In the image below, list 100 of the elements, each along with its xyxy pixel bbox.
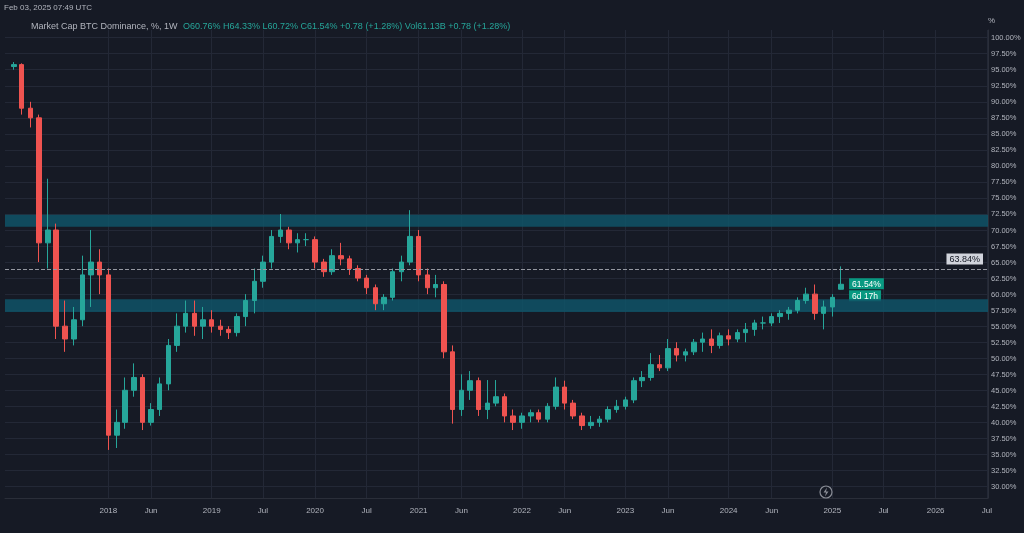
x-tick-label: 2023 bbox=[616, 505, 635, 515]
candlestick bbox=[812, 284, 818, 321]
x-tick-label: Jun bbox=[661, 505, 675, 515]
candlestick bbox=[700, 332, 705, 353]
candlestick bbox=[579, 412, 585, 431]
candlestick bbox=[597, 415, 602, 428]
candlestick bbox=[570, 399, 576, 420]
ref-line-label: 63.84% bbox=[949, 254, 980, 265]
x-tick-label: 2026 bbox=[926, 505, 946, 515]
candlestick bbox=[28, 101, 33, 128]
candlestick bbox=[364, 274, 369, 295]
candlestick bbox=[416, 229, 421, 282]
candlestick bbox=[562, 380, 567, 411]
candlestick bbox=[605, 405, 611, 423]
candlestick bbox=[838, 265, 844, 291]
candlestick bbox=[226, 325, 231, 340]
candlestick bbox=[441, 280, 447, 359]
candlestick bbox=[140, 373, 145, 431]
x-tick-label: 2022 bbox=[513, 505, 532, 515]
candlestick bbox=[407, 209, 413, 266]
candlestick bbox=[399, 255, 404, 282]
candlestick bbox=[355, 264, 361, 282]
candlestick bbox=[760, 316, 766, 330]
candlestick bbox=[148, 402, 154, 427]
candlestick bbox=[830, 293, 835, 318]
candlestick bbox=[45, 178, 51, 269]
candlestick bbox=[183, 300, 188, 334]
candlestick bbox=[752, 319, 757, 337]
chart-subtitle: O60.76% H64.33% L60.72% C61.54% +0.78 (+1.28%) Vol61.13B +0.78 (+1.28%) bbox=[183, 20, 511, 31]
candlestick bbox=[80, 255, 85, 327]
candlestick bbox=[174, 312, 180, 353]
candlestick bbox=[260, 255, 266, 289]
candlestick bbox=[743, 322, 748, 343]
candlestick bbox=[286, 226, 292, 250]
candlestick bbox=[200, 306, 206, 340]
x-tick-label: Jun bbox=[144, 505, 158, 515]
x-tick-label: Jul bbox=[878, 505, 889, 515]
y-axis-title: % bbox=[988, 15, 996, 25]
candlestick bbox=[735, 328, 740, 343]
candlestick bbox=[329, 248, 335, 276]
candlestick bbox=[502, 393, 507, 423]
candlestick bbox=[88, 229, 94, 308]
candlestick bbox=[269, 229, 274, 269]
x-tick-label: Jun bbox=[765, 505, 779, 515]
candlestick bbox=[19, 62, 24, 116]
candlestick bbox=[425, 267, 430, 295]
candlestick bbox=[209, 309, 214, 334]
candlestick bbox=[639, 370, 645, 388]
candlestick bbox=[683, 348, 688, 362]
candlestick bbox=[338, 242, 344, 266]
candlestick bbox=[347, 255, 352, 276]
candlestick bbox=[786, 306, 792, 321]
candlestick bbox=[648, 352, 654, 382]
x-tick-label: 2019 bbox=[202, 505, 222, 515]
annotation: 6d 17h bbox=[852, 290, 879, 301]
text: Feb 03, 2025 07:49 UTC bbox=[4, 2, 93, 12]
candlestick bbox=[691, 338, 697, 356]
x-tick-label: 2024 bbox=[719, 505, 739, 515]
x-tick-label: 2021 bbox=[409, 505, 429, 515]
candlestick bbox=[674, 341, 679, 362]
candlestick bbox=[122, 376, 128, 430]
candlestick bbox=[803, 287, 809, 305]
x-tick-label: 2025 bbox=[823, 505, 842, 515]
candlestick bbox=[243, 293, 248, 327]
candlestick bbox=[459, 373, 464, 417]
candlestick bbox=[252, 267, 257, 314]
candlestick bbox=[97, 248, 102, 295]
candlestick bbox=[769, 312, 774, 327]
annotation: 61.54% bbox=[852, 278, 882, 289]
candlestick bbox=[390, 267, 395, 302]
x-tick-label: Jul bbox=[257, 505, 269, 515]
candlestick bbox=[450, 344, 455, 425]
candlestick bbox=[373, 284, 378, 311]
candlestick bbox=[553, 376, 559, 411]
candlestick bbox=[476, 376, 481, 417]
candlestick bbox=[131, 362, 137, 398]
x-tick-label: Jun bbox=[558, 505, 572, 515]
candlestick bbox=[467, 370, 473, 401]
candlestick bbox=[821, 300, 826, 330]
candlestick bbox=[485, 379, 490, 420]
candlestick bbox=[234, 312, 240, 337]
candlestick bbox=[493, 379, 499, 407]
candlestick bbox=[777, 309, 783, 324]
candlestick bbox=[433, 274, 438, 298]
candlestick bbox=[71, 306, 77, 346]
x-tick-label: 2020 bbox=[306, 505, 325, 515]
candlestick bbox=[321, 258, 327, 278]
candlestick bbox=[278, 213, 283, 244]
candlestick bbox=[114, 409, 120, 449]
candlestick bbox=[588, 415, 594, 430]
candlestick bbox=[510, 409, 516, 431]
candlestick bbox=[295, 232, 300, 253]
x-tick-label: Jun bbox=[454, 505, 468, 515]
candlestick bbox=[53, 223, 59, 340]
candlestick bbox=[657, 354, 662, 372]
candlestick bbox=[536, 409, 541, 423]
x-tick-label: Jul bbox=[981, 505, 993, 515]
candlestick bbox=[303, 232, 309, 247]
candlestick bbox=[709, 328, 714, 354]
candlestick bbox=[312, 235, 318, 269]
